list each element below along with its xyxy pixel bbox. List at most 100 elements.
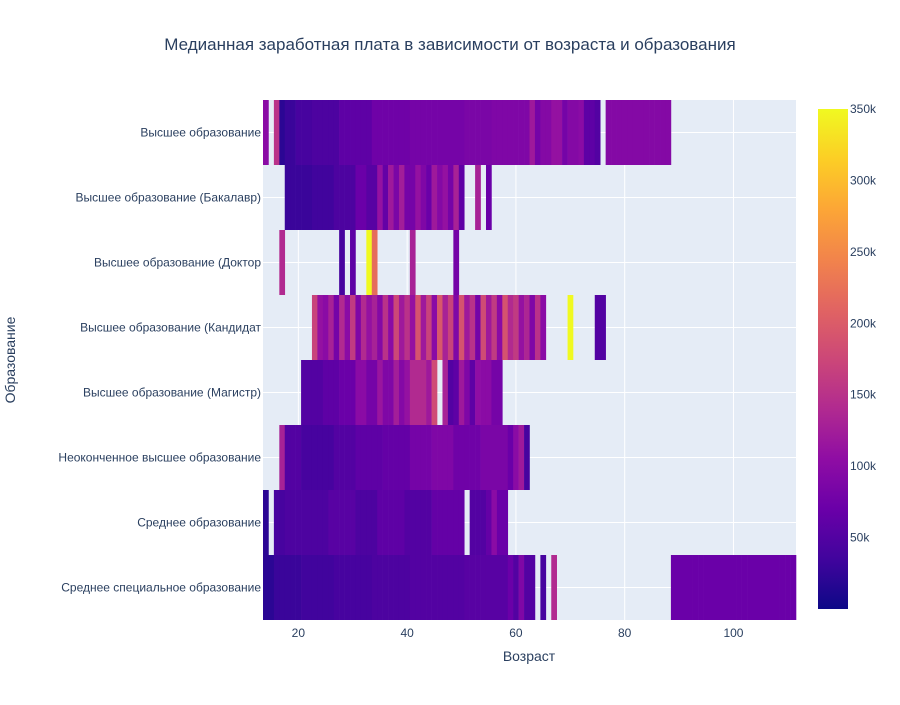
heatmap-cell[interactable] (398, 165, 405, 230)
heatmap-cell[interactable] (371, 490, 378, 555)
heatmap-cell[interactable] (496, 555, 503, 620)
heatmap-cell[interactable] (306, 555, 313, 620)
heatmap-cell[interactable] (322, 490, 329, 555)
heatmap-cell[interactable] (426, 165, 432, 230)
heatmap-cell[interactable] (763, 555, 770, 620)
heatmap-cell[interactable] (355, 165, 362, 230)
heatmap-cell[interactable] (442, 100, 449, 165)
heatmap-cell[interactable] (524, 100, 530, 165)
heatmap-cell[interactable] (464, 555, 470, 620)
heatmap-cell[interactable] (404, 165, 411, 230)
heatmap-cell[interactable] (404, 490, 411, 555)
heatmap-cell[interactable] (458, 425, 465, 490)
heatmap-cell[interactable] (306, 490, 313, 555)
heatmap-cell[interactable] (447, 295, 454, 360)
heatmap-cell[interactable] (388, 295, 394, 360)
heatmap-cell[interactable] (355, 360, 362, 425)
heatmap-cell[interactable] (366, 555, 373, 620)
heatmap-cell[interactable] (725, 555, 732, 620)
heatmap-cell[interactable] (747, 555, 753, 620)
heatmap-cell[interactable] (366, 230, 373, 295)
heatmap-cell[interactable] (388, 360, 394, 425)
heatmap-cell[interactable] (393, 425, 400, 490)
heatmap-cell[interactable] (420, 360, 427, 425)
heatmap-cell[interactable] (545, 100, 552, 165)
heatmap-cell[interactable] (404, 555, 411, 620)
heatmap-cell[interactable] (366, 100, 373, 165)
heatmap-cell[interactable] (752, 555, 759, 620)
heatmap-cell[interactable] (502, 100, 509, 165)
heatmap-cell[interactable] (301, 490, 307, 555)
heatmap-cell[interactable] (458, 165, 465, 230)
heatmap-cell[interactable] (458, 295, 465, 360)
heatmap-cell[interactable] (453, 360, 460, 425)
heatmap-cell[interactable] (485, 360, 492, 425)
heatmap-cell[interactable] (567, 295, 574, 360)
heatmap-cell[interactable] (431, 425, 438, 490)
heatmap-cell[interactable] (306, 425, 313, 490)
heatmap-cell[interactable] (507, 555, 514, 620)
heatmap-cell[interactable] (333, 425, 340, 490)
heatmap-cell[interactable] (360, 490, 367, 555)
heatmap-cell[interactable] (453, 490, 460, 555)
heatmap-cell[interactable] (485, 425, 492, 490)
heatmap-cell[interactable] (317, 490, 324, 555)
heatmap-cell[interactable] (529, 100, 536, 165)
heatmap-cell[interactable] (496, 295, 503, 360)
heatmap-cell[interactable] (698, 555, 704, 620)
heatmap-cell[interactable] (437, 490, 443, 555)
heatmap-cell[interactable] (415, 100, 422, 165)
heatmap-cell[interactable] (469, 425, 476, 490)
heatmap-cell[interactable] (398, 425, 405, 490)
heatmap-cell[interactable] (371, 360, 378, 425)
heatmap-cell[interactable] (350, 230, 356, 295)
heatmap-cell[interactable] (420, 100, 427, 165)
heatmap-cell[interactable] (480, 360, 487, 425)
heatmap-cell[interactable] (491, 295, 498, 360)
heatmap-cell[interactable] (366, 490, 373, 555)
heatmap-cell[interactable] (437, 555, 443, 620)
heatmap-cell[interactable] (322, 165, 329, 230)
heatmap-cell[interactable] (311, 295, 318, 360)
heatmap-cell[interactable] (741, 555, 748, 620)
heatmap-cell[interactable] (562, 100, 568, 165)
heatmap-cell[interactable] (409, 295, 416, 360)
heatmap-cell[interactable] (333, 555, 340, 620)
heatmap-cell[interactable] (360, 165, 367, 230)
heatmap-cell[interactable] (730, 555, 737, 620)
heatmap-cell[interactable] (295, 490, 302, 555)
heatmap-cell[interactable] (382, 165, 389, 230)
heatmap-cell[interactable] (687, 555, 693, 620)
heatmap-cell[interactable] (328, 360, 335, 425)
heatmap-cell[interactable] (273, 555, 280, 620)
heatmap-cell[interactable] (328, 425, 335, 490)
heatmap-cell[interactable] (339, 555, 345, 620)
heatmap-cell[interactable] (779, 555, 786, 620)
heatmap-cell[interactable] (377, 360, 383, 425)
heatmap-cell[interactable] (513, 295, 519, 360)
heatmap-cell[interactable] (551, 100, 557, 165)
heatmap-cell[interactable] (518, 555, 525, 620)
heatmap-cell[interactable] (480, 425, 487, 490)
heatmap-cell[interactable] (654, 100, 661, 165)
heatmap-cell[interactable] (496, 360, 503, 425)
heatmap-cell[interactable] (339, 490, 345, 555)
heatmap-cell[interactable] (458, 490, 465, 555)
heatmap-cell[interactable] (393, 100, 400, 165)
heatmap-cell[interactable] (404, 100, 411, 165)
heatmap-cell[interactable] (301, 100, 307, 165)
heatmap-cell[interactable] (426, 360, 432, 425)
heatmap-cell[interactable] (328, 295, 335, 360)
heatmap-cell[interactable] (469, 100, 476, 165)
heatmap-cell[interactable] (360, 425, 367, 490)
heatmap-cell[interactable] (295, 425, 302, 490)
heatmap-cell[interactable] (420, 295, 427, 360)
heatmap-cell[interactable] (431, 165, 438, 230)
heatmap-cell[interactable] (398, 360, 405, 425)
heatmap-cell[interactable] (355, 100, 362, 165)
heatmap-cell[interactable] (676, 555, 683, 620)
heatmap-cell[interactable] (311, 490, 318, 555)
heatmap-cell[interactable] (708, 555, 715, 620)
heatmap-cell[interactable] (573, 100, 579, 165)
heatmap-cell[interactable] (311, 100, 318, 165)
